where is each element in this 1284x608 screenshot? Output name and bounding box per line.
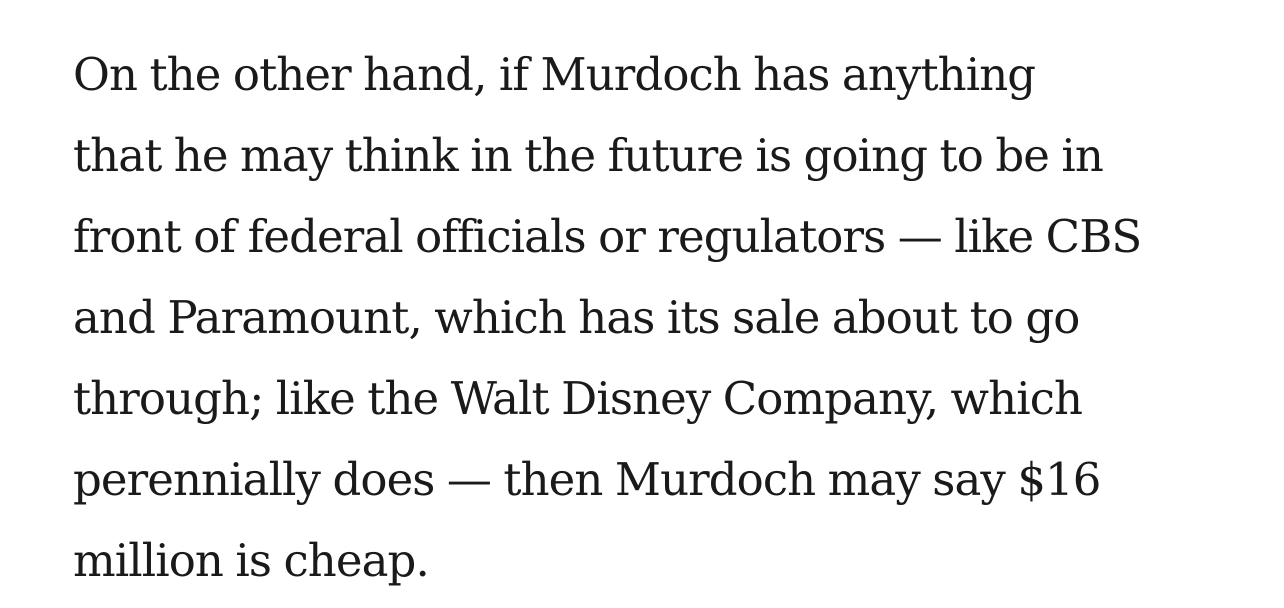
paragraph-line: through; like the Walt Disney Company, w… <box>73 372 1083 425</box>
paragraph-line: perennially does — then Murdoch may say … <box>73 453 1101 506</box>
paragraph-line: On the other hand, if Murdoch has anythi… <box>73 48 1036 101</box>
paragraph-line: front of federal officials or regulators… <box>73 210 1142 263</box>
paragraph-line: and Paramount, which has its sale about … <box>73 291 1080 344</box>
article-paragraph: On the other hand, if Murdoch has anythi… <box>73 34 1263 601</box>
paragraph-line: that he may think in the future is going… <box>73 129 1104 182</box>
paragraph-line: million is cheap. <box>73 534 430 587</box>
